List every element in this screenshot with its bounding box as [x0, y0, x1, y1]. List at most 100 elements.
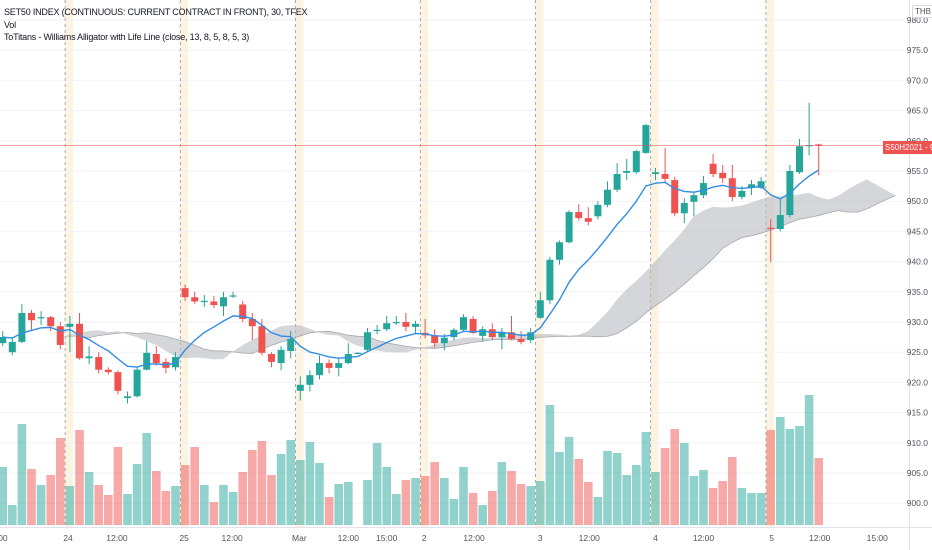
volume-bar: [209, 502, 219, 525]
time-axis-labels[interactable]: 15:00 24 12:00 25 12:00 Mar 12:00 15:00 2 12:00 3 1…: [0, 533, 888, 543]
x-tick-label: 15:00: [867, 533, 889, 543]
volume-bar: [248, 450, 257, 525]
volume-bar: [142, 433, 151, 525]
candle-body: [517, 338, 525, 342]
volume-bar: [104, 495, 113, 525]
candle-body: [680, 203, 688, 214]
candle-body: [47, 317, 55, 327]
candle-body: [133, 369, 141, 397]
y-tick-label: 910.0: [907, 438, 929, 448]
candle-body: [556, 242, 563, 260]
chart-legend: SET50 INDEX (CONTINUOUS: CURRENT CONTRAC…: [4, 6, 308, 44]
last-price-tag: S50H2021 - 959.2: [883, 141, 932, 154]
volume-bar: [747, 493, 756, 525]
y-tick-label: 950.0: [907, 196, 929, 206]
volume-bar: [180, 465, 190, 525]
candle-body: [239, 304, 247, 319]
volume-bar: [468, 493, 478, 525]
volume-bar: [382, 467, 391, 525]
volume-bar: [670, 429, 679, 525]
candle-body: [527, 332, 535, 341]
candle-body: [796, 146, 803, 173]
candle-body: [306, 375, 314, 385]
y-tick-label: 920.0: [907, 377, 929, 387]
x-tick-label: 5: [769, 533, 774, 543]
volume-bar: [152, 471, 161, 525]
candle-body: [652, 172, 659, 175]
volume-bar: [276, 454, 286, 525]
candle-body: [546, 259, 554, 301]
volume-bar: [651, 472, 660, 525]
volume-bar: [161, 491, 171, 525]
volume-bar: [334, 484, 343, 525]
volume-bar: [363, 480, 372, 525]
candle-body: [344, 354, 352, 364]
volume-bar: [238, 472, 247, 525]
candle-body: [632, 151, 640, 173]
y-tick-label: 945.0: [907, 226, 929, 236]
candle-body: [258, 326, 266, 353]
volume-bar: [305, 442, 315, 525]
x-tick-label: 25: [179, 533, 189, 543]
candle-body: [565, 212, 573, 243]
x-tick-label: 15:00: [0, 533, 8, 543]
candle-body: [287, 338, 295, 351]
volume-bar: [420, 476, 430, 525]
candle-body: [143, 352, 151, 370]
candle-body: [575, 212, 583, 219]
volume-bar: [555, 452, 564, 525]
x-tick-label: Mar: [292, 533, 307, 543]
volume-bar: [17, 424, 27, 525]
candle-body: [277, 349, 285, 364]
y-tick-label: 900.0: [907, 498, 929, 508]
candle-body: [354, 352, 362, 355]
volume-bar: [46, 475, 55, 525]
symbol-title[interactable]: SET50 INDEX (CONTINUOUS: CURRENT CONTRAC…: [4, 7, 308, 17]
volume-bar: [680, 443, 689, 525]
volume-bar: [516, 484, 526, 525]
life-line-path: [2, 169, 820, 368]
candle-body: [748, 184, 755, 188]
volume-bar: [776, 417, 785, 525]
x-tick-label: 12:00: [221, 533, 243, 543]
volume-bar: [65, 486, 75, 525]
session-band: [765, 0, 774, 527]
candle-body: [671, 180, 679, 214]
candle-body: [296, 384, 304, 391]
candle-body: [460, 317, 467, 330]
candle-body: [623, 171, 631, 173]
candle-body: [767, 227, 775, 229]
candle-body: [28, 312, 35, 321]
currency-label[interactable]: THB: [912, 5, 932, 18]
volume-bar: [56, 438, 65, 525]
candle-body: [469, 318, 477, 333]
volume-legend[interactable]: Vol: [4, 19, 16, 30]
candle-body: [114, 372, 122, 391]
volume-bar: [200, 485, 209, 525]
candle-body: [268, 354, 275, 362]
candle-body: [66, 323, 74, 327]
volume-bars: [0, 395, 823, 525]
x-tick-label: 2: [422, 533, 427, 543]
volume-bar: [795, 426, 804, 525]
x-tick-label: 4: [653, 533, 658, 543]
x-tick-label: 12:00: [463, 533, 485, 543]
candle-body: [604, 189, 611, 205]
alligator-cloud: [50, 179, 896, 360]
volume-bar: [507, 471, 516, 525]
volume-bar: [315, 463, 324, 525]
candle-body: [440, 337, 448, 344]
volume-bar: [219, 485, 228, 525]
volume-bar: [430, 462, 439, 525]
volume-bar: [132, 464, 142, 525]
candle-body: [613, 174, 621, 190]
volume-bar: [401, 480, 411, 525]
volume-bar: [497, 462, 507, 525]
indicator-legend[interactable]: ToTitans - Williams Alligator with Life …: [4, 32, 250, 42]
candle-body: [479, 329, 487, 336]
price-axis[interactable]: [909, 0, 932, 527]
volume-bar: [296, 460, 305, 525]
volume-bar: [756, 493, 766, 525]
candle-body: [373, 329, 381, 332]
